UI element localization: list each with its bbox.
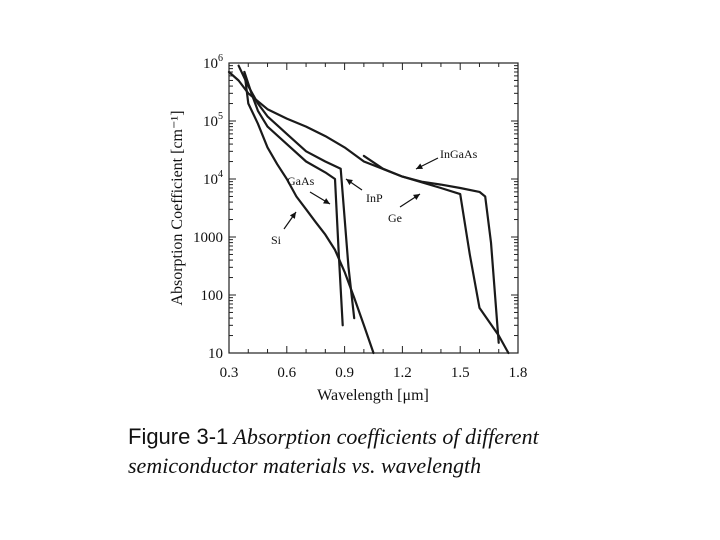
curve-ge bbox=[227, 70, 510, 355]
x-tick-label: 1.5 bbox=[451, 365, 470, 381]
x-tick-label: 1.2 bbox=[393, 365, 412, 381]
x-axis-title: Wavelength [μm] bbox=[317, 387, 429, 404]
plot-frame bbox=[228, 62, 519, 354]
label-inp: InP bbox=[366, 191, 383, 205]
y-axis-title: Absorption Coefficient [cm⁻¹] bbox=[169, 110, 186, 305]
series-annotations: Si GaAs InP Ge InGaAs bbox=[271, 147, 478, 247]
figure-caption: Figure 3-1 Absorption coefficients of di… bbox=[128, 422, 648, 480]
x-tick-label: 1.8 bbox=[509, 365, 528, 381]
arrowhead-ingaas bbox=[416, 163, 423, 169]
caption-head: Figure 3-1 bbox=[128, 424, 229, 449]
label-ge: Ge bbox=[388, 211, 402, 225]
arrowhead-gaas bbox=[323, 198, 330, 204]
arrowhead-si bbox=[289, 212, 296, 219]
label-gaas: GaAs bbox=[287, 174, 315, 188]
arrowhead-inp bbox=[346, 179, 353, 186]
x-tick-label: 0.9 bbox=[335, 365, 354, 381]
axis-ticks bbox=[228, 62, 519, 354]
y-tick-labels: 10 100 1000 104 105 106 bbox=[193, 53, 223, 362]
absorption-chart: 0.3 0.6 0.9 1.2 1.5 1.8 10 100 1000 104 105 106 Si… bbox=[169, 53, 528, 404]
label-ingaas: InGaAs bbox=[440, 147, 478, 161]
label-si: Si bbox=[271, 233, 282, 247]
y-tick-label: 10 bbox=[208, 346, 223, 362]
y-tick-label: 106 bbox=[203, 53, 223, 72]
arrowhead-ge bbox=[413, 194, 420, 200]
y-tick-label: 105 bbox=[203, 111, 223, 130]
x-tick-label: 0.3 bbox=[220, 365, 239, 381]
y-tick-label: 1000 bbox=[193, 230, 223, 246]
curve-inp bbox=[237, 64, 356, 320]
curve-ingaas bbox=[362, 154, 500, 344]
caption-text: Absorption coefficients of different sem… bbox=[128, 424, 539, 478]
y-tick-label: 100 bbox=[201, 288, 224, 304]
curve-gaas bbox=[243, 70, 344, 327]
series-curves bbox=[227, 64, 510, 355]
x-tick-label: 0.6 bbox=[277, 365, 296, 381]
x-tick-labels: 0.3 0.6 0.9 1.2 1.5 1.8 bbox=[220, 365, 528, 381]
y-tick-label: 104 bbox=[203, 169, 223, 188]
